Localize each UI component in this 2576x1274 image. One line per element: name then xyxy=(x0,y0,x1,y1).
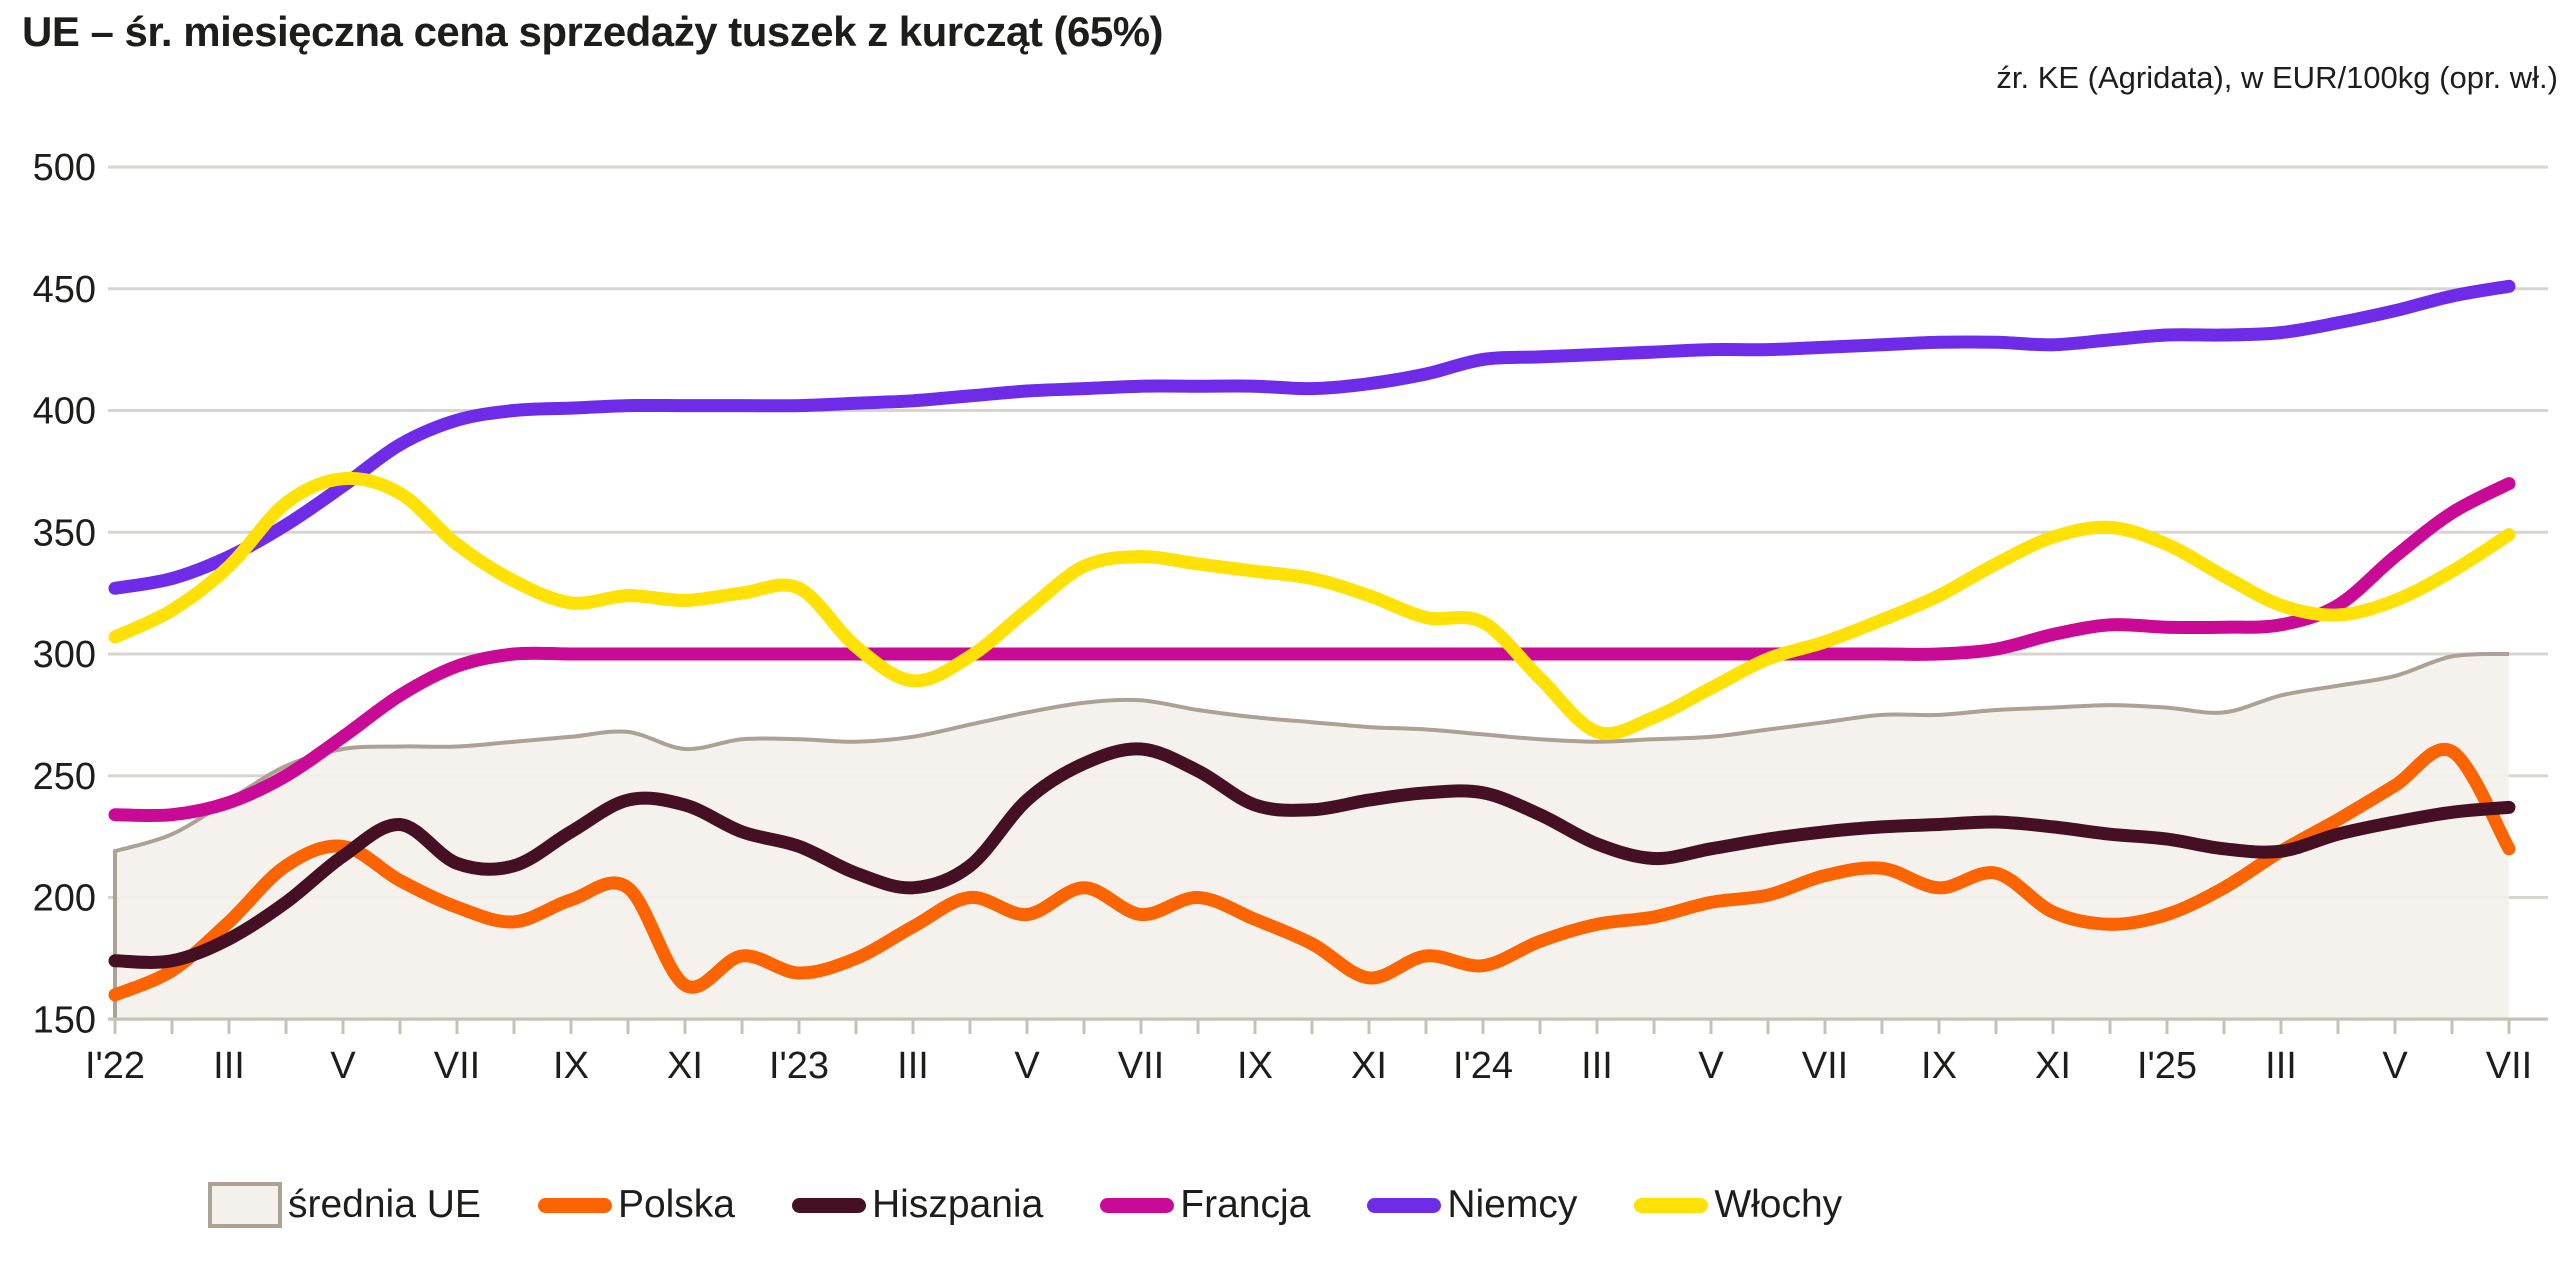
x-axis-label: XI xyxy=(2035,1045,2071,1087)
series-line-francja xyxy=(108,477,2516,823)
legend-item-niemcy: Niemcy xyxy=(1367,1183,1577,1227)
x-axis-label: III xyxy=(213,1045,245,1087)
chart-title: UE – śr. miesięczna cena sprzedaży tusze… xyxy=(22,8,1164,55)
legend-item-hiszpania: Hiszpania xyxy=(792,1183,1043,1227)
series-line-hiszpania xyxy=(108,742,2516,969)
x-axis-label: XI xyxy=(667,1045,703,1087)
x-axis-label: VII xyxy=(434,1045,480,1087)
chart-legend: średnia UE Polska Hiszpania Francja Niemcy Wł… xyxy=(208,1182,1842,1228)
x-axis-label: III xyxy=(897,1045,929,1087)
y-axis-label: 200 xyxy=(33,878,96,920)
x-axis-label: V xyxy=(1014,1045,1040,1087)
x-axis-label: XI xyxy=(1351,1045,1387,1087)
legend-swatch-hiszpania xyxy=(792,1197,866,1213)
x-axis-label: I'23 xyxy=(769,1045,829,1087)
source-note: źr. KE (Agridata), w EUR/100kg (opr. wł.… xyxy=(1996,60,2558,95)
x-axis-label: VII xyxy=(2486,1045,2532,1087)
y-axis-label: 150 xyxy=(33,999,96,1041)
y-axis-label: 450 xyxy=(33,269,96,311)
series-area-edge xyxy=(113,651,2510,1020)
x-axis-label: IX xyxy=(1237,1045,1273,1087)
legend-swatch-niemcy xyxy=(1367,1197,1442,1213)
series-line-niemcy xyxy=(108,279,2516,595)
legend-label-hiszpania: Hiszpania xyxy=(872,1183,1044,1226)
x-axis-label: V xyxy=(2382,1045,2408,1087)
x-axis-label: V xyxy=(330,1045,356,1087)
legend-item-polska: Polska xyxy=(537,1183,735,1227)
y-axis-label: 400 xyxy=(33,391,96,433)
x-axis-label: IX xyxy=(1921,1045,1957,1087)
legend-label-redniaue: średnia UE xyxy=(288,1183,481,1226)
x-axis-label: V xyxy=(1698,1045,1724,1087)
legend-label-francja: Francja xyxy=(1180,1183,1311,1226)
series-line-polska xyxy=(108,742,2516,1002)
legend-item-francja: Francja xyxy=(1100,1183,1310,1227)
x-axis-label: I'22 xyxy=(85,1045,145,1087)
legend-swatch-area xyxy=(208,1182,282,1228)
legend-label-niemcy: Niemcy xyxy=(1447,1183,1578,1226)
x-axis-label: III xyxy=(2265,1045,2297,1087)
legend-swatch-francja xyxy=(1100,1197,1175,1213)
y-axis-label: 300 xyxy=(33,634,96,676)
x-axis-label: IX xyxy=(553,1045,589,1087)
x-axis-label: III xyxy=(1581,1045,1613,1087)
x-axis-label: VII xyxy=(1118,1045,1164,1087)
y-axis-label: 250 xyxy=(33,756,96,798)
legend-swatch-wochy xyxy=(1634,1197,1709,1213)
legend-item-wochy: Włochy xyxy=(1634,1183,1842,1227)
y-axis-label: 350 xyxy=(33,512,96,554)
x-axis-label: I'25 xyxy=(2137,1045,2197,1087)
legend-item-redniaue: średnia UE xyxy=(208,1182,481,1228)
x-axis-label: I'24 xyxy=(1453,1045,1513,1087)
series-line-wochy xyxy=(108,471,2516,740)
legend-swatch-polska xyxy=(537,1197,612,1213)
x-axis-label: VII xyxy=(1802,1045,1848,1087)
legend-label-wochy: Włochy xyxy=(1714,1183,1843,1226)
y-axis-label: 500 xyxy=(33,147,96,189)
legend-label-polska: Polska xyxy=(617,1183,735,1226)
